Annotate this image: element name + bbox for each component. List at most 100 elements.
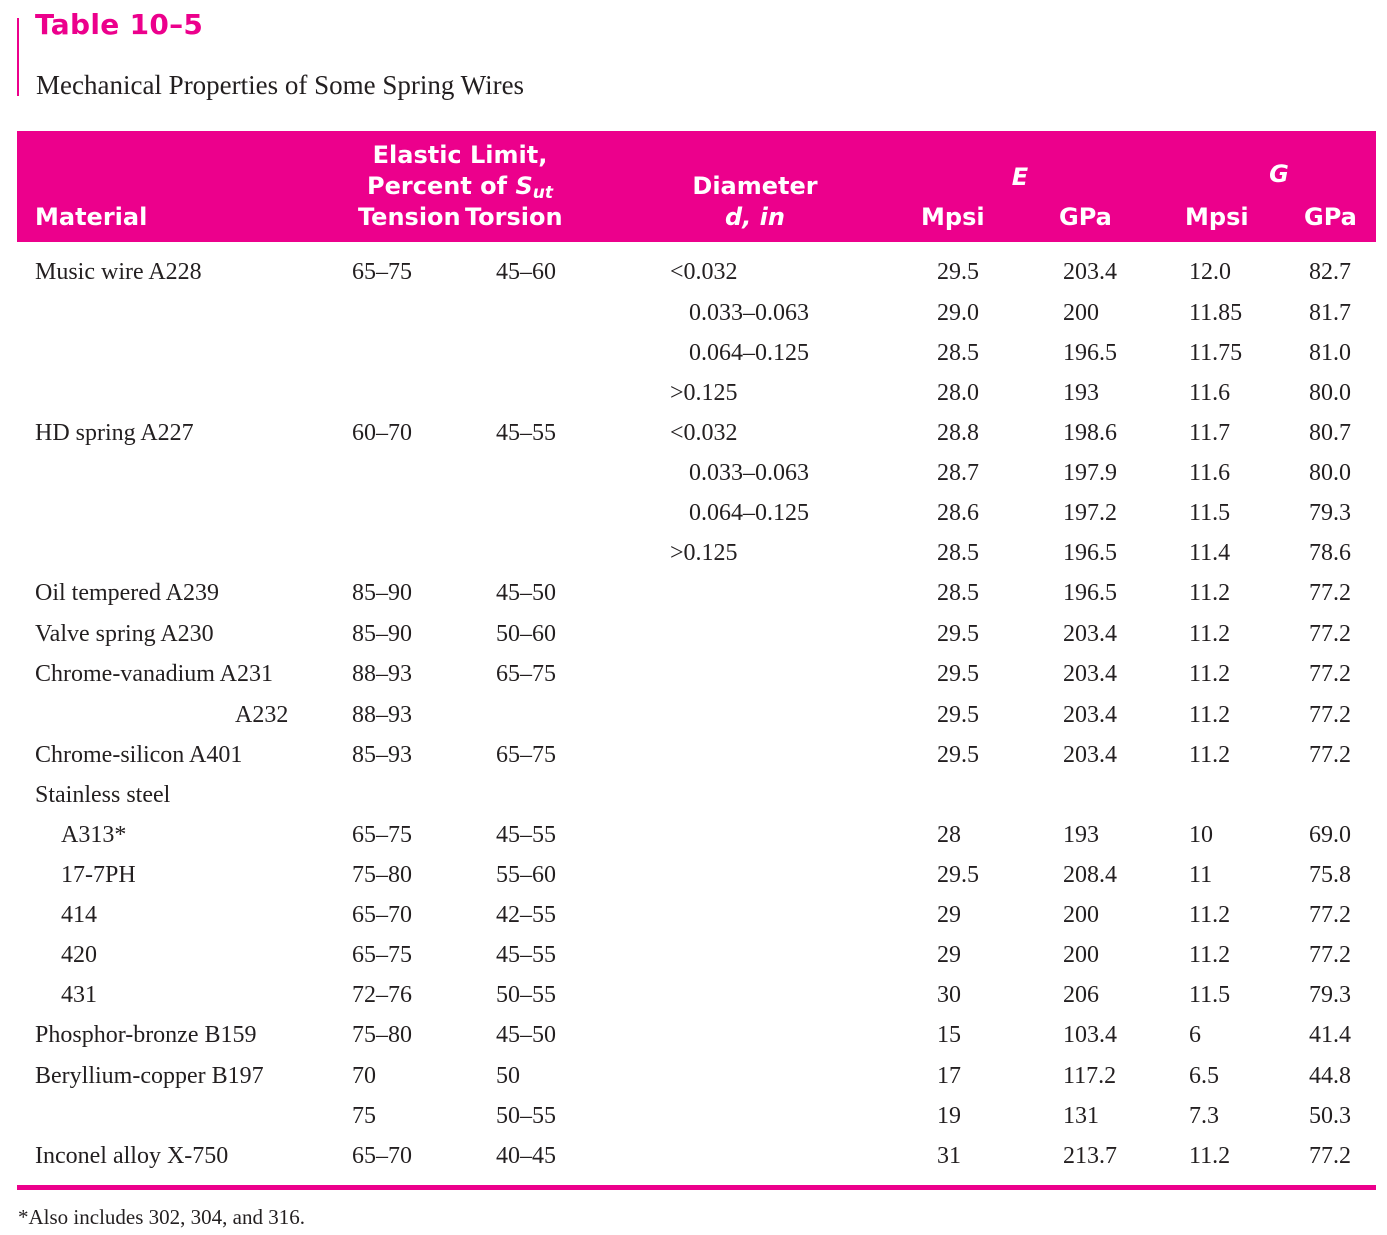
cell-g-mpsi: 11.5 [1189,982,1231,1008]
cell-diameter: 0.064–0.125 [689,500,809,526]
cell-tension: 65–70 [352,1143,412,1169]
header-percent-of-sut: Percent of Sut [340,171,580,202]
header-e: E [1000,162,1040,193]
cell-torsion: 50–60 [496,621,556,647]
cell-e-mpsi: 29.5 [937,702,979,728]
cell-diameter: >0.125 [670,380,738,406]
cell-torsion: 50 [496,1063,520,1089]
cell-diameter: 0.033–0.063 [689,300,809,326]
cell-e-gpa: 203.4 [1063,702,1117,728]
cell-material: HD spring A227 [35,420,194,446]
cell-torsion: 65–75 [496,742,556,768]
cell-g-gpa: 81.7 [1309,300,1351,326]
cell-material: Music wire A228 [35,259,202,285]
cell-g-mpsi: 11.2 [1189,661,1231,687]
cell-torsion: 50–55 [496,1103,556,1129]
cell-e-gpa: 193 [1063,822,1099,848]
cell-g-gpa: 44.8 [1309,1063,1351,1089]
cell-g-mpsi: 11.2 [1189,702,1231,728]
cell-e-gpa: 200 [1063,300,1099,326]
header-e-gpa: GPa [1059,203,1112,231]
cell-g-mpsi: 11.7 [1189,420,1231,446]
cell-e-mpsi: 29.5 [937,661,979,687]
cell-g-gpa: 69.0 [1309,822,1351,848]
cell-e-mpsi: 28.6 [937,500,979,526]
cell-e-mpsi: 29.5 [937,259,979,285]
cell-material: Chrome-vanadium A231 [35,661,273,687]
header-material: Material [35,203,148,231]
table-caption: Mechanical Properties of Some Spring Wir… [36,70,525,100]
cell-material: Oil tempered A239 [35,580,219,606]
cell-e-gpa: 213.7 [1063,1143,1117,1169]
cell-g-gpa: 80.0 [1309,380,1351,406]
cell-e-gpa: 196.5 [1063,340,1117,366]
cell-torsion: 45–60 [496,259,556,285]
bottom-rule [17,1185,1376,1190]
cell-e-mpsi: 28.0 [937,380,979,406]
cell-diameter: <0.032 [670,420,738,446]
cell-g-mpsi: 11.2 [1189,942,1231,968]
footnote: *Also includes 302, 304, and 316. [18,1205,305,1229]
cell-material: A232 [235,702,289,728]
cell-g-mpsi: 12.0 [1189,259,1231,285]
cell-e-gpa: 198.6 [1063,420,1117,446]
cell-e-mpsi: 31 [937,1143,961,1169]
cell-g-gpa: 77.2 [1309,742,1351,768]
header-g-gpa: GPa [1304,203,1357,231]
cell-e-mpsi: 29.5 [937,621,979,647]
cell-g-mpsi: 10 [1189,822,1213,848]
cell-e-mpsi: 15 [937,1022,961,1048]
cell-g-gpa: 79.3 [1309,500,1351,526]
cell-torsion: 40–45 [496,1143,556,1169]
cell-e-mpsi: 28.5 [937,580,979,606]
cell-torsion: 45–55 [496,942,556,968]
cell-material: 414 [61,902,97,928]
cell-g-gpa: 41.4 [1309,1022,1351,1048]
cell-tension: 70 [352,1063,376,1089]
cell-torsion: 45–55 [496,822,556,848]
header-e-symbol: E [1011,163,1029,191]
cell-torsion: 65–75 [496,661,556,687]
header-diameter-unit-text: d, in [725,203,785,231]
cell-torsion: 55–60 [496,862,556,888]
cell-material: Beryllium-copper B197 [35,1063,264,1089]
cell-e-gpa: 203.4 [1063,621,1117,647]
cell-g-mpsi: 11.6 [1189,380,1231,406]
cell-g-gpa: 50.3 [1309,1103,1351,1129]
header-g-mpsi: Mpsi [1185,203,1249,231]
cell-g-mpsi: 11.2 [1189,621,1231,647]
cell-material: Chrome-silicon A401 [35,742,243,768]
header-s-symbol: S [515,172,533,200]
cell-material: Valve spring A230 [35,621,214,647]
cell-g-mpsi: 7.3 [1189,1103,1219,1129]
cell-g-gpa: 75.8 [1309,862,1351,888]
cell-tension: 72–76 [352,982,412,1008]
cell-tension: 75–80 [352,862,412,888]
cell-g-gpa: 81.0 [1309,340,1351,366]
cell-tension: 65–70 [352,902,412,928]
header-g: G [1259,159,1299,190]
cell-e-gpa: 200 [1063,902,1099,928]
cell-material: Stainless steel [35,782,171,808]
cell-e-gpa: 203.4 [1063,742,1117,768]
cell-g-gpa: 79.3 [1309,982,1351,1008]
cell-g-gpa: 77.2 [1309,1143,1351,1169]
cell-g-mpsi: 11.2 [1189,742,1231,768]
cell-e-mpsi: 28 [937,822,961,848]
header-torsion: Torsion [465,203,563,231]
cell-e-mpsi: 29.5 [937,742,979,768]
cell-e-gpa: 197.2 [1063,500,1117,526]
cell-material: Phosphor-bronze B159 [35,1022,257,1048]
cell-e-gpa: 117.2 [1063,1063,1117,1089]
cell-g-mpsi: 11 [1189,862,1213,888]
cell-diameter: 0.064–0.125 [689,340,809,366]
cell-diameter: 0.033–0.063 [689,460,809,486]
cell-g-gpa: 80.7 [1309,420,1351,446]
cell-g-gpa: 77.2 [1309,702,1351,728]
cell-e-gpa: 203.4 [1063,661,1117,687]
cell-material: 420 [61,942,97,968]
cell-tension: 65–75 [352,942,412,968]
header-ut-subscript: ut [532,183,553,203]
cell-g-mpsi: 11.85 [1189,300,1243,326]
cell-e-mpsi: 28.7 [937,460,979,486]
